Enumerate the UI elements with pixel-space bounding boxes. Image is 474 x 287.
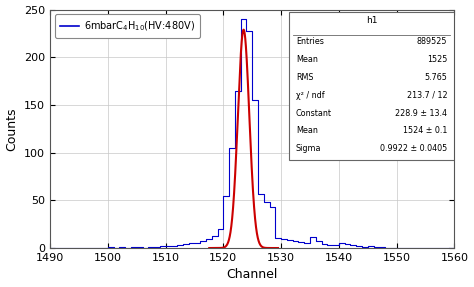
Text: χ² / ndf: χ² / ndf [296,91,325,100]
Text: Constant: Constant [296,108,332,117]
X-axis label: Channel: Channel [227,268,278,282]
Text: 0.9922 ± 0.0405: 0.9922 ± 0.0405 [380,144,447,153]
Text: 228.9 ± 13.4: 228.9 ± 13.4 [395,108,447,117]
Text: 5.765: 5.765 [424,73,447,82]
Text: h1: h1 [366,15,377,24]
Y-axis label: Counts: Counts [6,107,18,151]
Legend: 6mbarC$_4$H$_{10}$(HV:480V): 6mbarC$_4$H$_{10}$(HV:480V) [55,14,200,38]
Text: 1525: 1525 [427,55,447,64]
Text: Mean: Mean [296,55,318,64]
Text: Sigma: Sigma [296,144,321,153]
Text: 213.7 / 12: 213.7 / 12 [407,91,447,100]
Text: 1524 ± 0.1: 1524 ± 0.1 [403,126,447,135]
Text: 889525: 889525 [417,37,447,46]
Text: Mean: Mean [296,126,318,135]
FancyBboxPatch shape [289,12,455,160]
Text: Entries: Entries [296,37,324,46]
Text: RMS: RMS [296,73,313,82]
